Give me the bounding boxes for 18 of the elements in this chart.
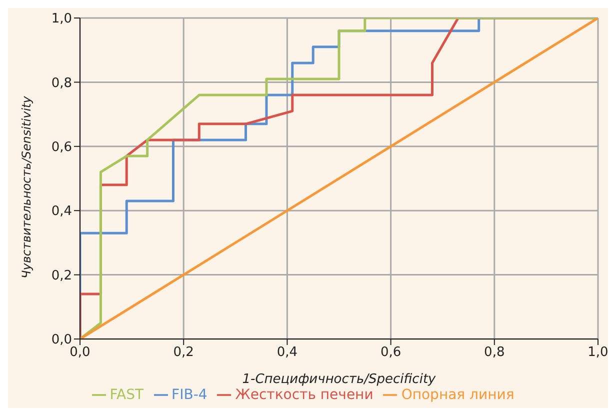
legend-label: FIB-4	[172, 387, 208, 403]
y-axis-title: Чувствительность/Sensitivity	[19, 95, 34, 278]
x-tick-label: 0,4	[276, 345, 298, 360]
x-tick-label: 0,6	[380, 345, 402, 360]
legend-label: FAST	[110, 387, 144, 403]
y-tick-label: 0,8	[51, 76, 72, 91]
y-tick-label: 0,0	[51, 332, 72, 348]
legend-label: Опорная линия	[401, 387, 514, 403]
legend-label: Жесткость печени	[235, 387, 374, 403]
x-tick-label: 0,0	[70, 345, 90, 360]
x-tick-label: 1,0	[588, 345, 608, 360]
y-tick-label: 0,4	[51, 204, 72, 220]
x-tick-label: 0,8	[484, 345, 505, 360]
y-tick-label: 1,0	[51, 12, 72, 27]
x-tick-label: 0,2	[173, 345, 194, 360]
y-tick-label: 0,2	[51, 268, 72, 284]
x-axis-title: 1-Специфичность/Specificity	[242, 372, 436, 387]
y-tick-label: 0,6	[51, 140, 72, 156]
